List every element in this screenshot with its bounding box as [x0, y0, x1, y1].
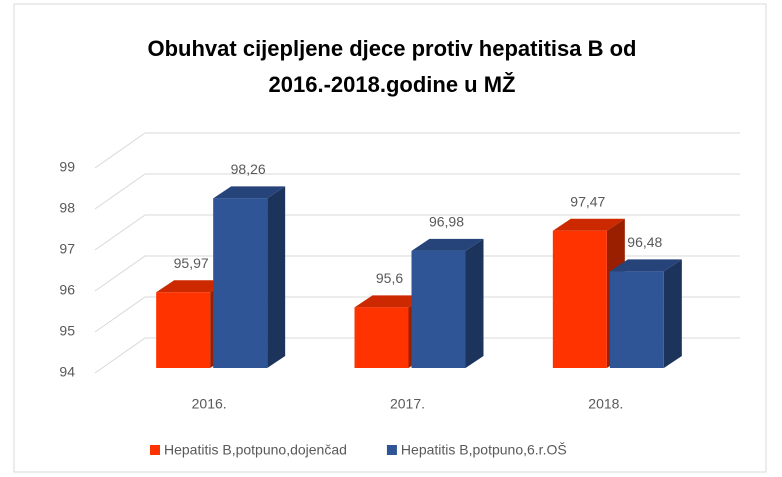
legend-swatch	[386, 445, 397, 455]
legend-label: Hepatitis B,potpuno,6.r.OŠ	[401, 442, 567, 458]
value-label: 96,48	[627, 234, 662, 250]
y-tick-label: 96	[59, 282, 75, 298]
bar-top	[213, 186, 286, 199]
grid-line	[94, 337, 740, 374]
bar	[213, 198, 268, 368]
bar-top	[411, 238, 484, 251]
grid-line	[94, 255, 740, 292]
value-label: 95,97	[174, 255, 209, 271]
bar-top	[354, 295, 427, 308]
bar-top	[156, 280, 229, 293]
bar	[354, 307, 409, 368]
value-label: 95,6	[376, 270, 403, 286]
bar	[552, 230, 607, 368]
grid-line	[94, 173, 740, 210]
value-label: 98,26	[231, 161, 266, 177]
chart-title: Obuhvat cijepljene djece protiv hepatiti…	[148, 36, 637, 61]
legend-label: Hepatitis B,potpuno,dojenčad	[164, 442, 347, 458]
grid-line	[94, 296, 740, 333]
x-tick-label: 2017.	[390, 396, 425, 412]
bar-top	[609, 259, 682, 272]
bar	[411, 250, 466, 368]
y-tick-label: 98	[59, 200, 75, 216]
y-tick-label: 99	[59, 159, 75, 175]
bar-side	[465, 238, 484, 368]
y-tick-label: 97	[59, 241, 75, 257]
grid-line	[94, 132, 740, 169]
bar	[609, 271, 664, 368]
x-tick-label: 2016.	[192, 396, 227, 412]
bar-top	[552, 218, 625, 231]
chart-border	[13, 3, 767, 473]
value-label: 97,47	[570, 193, 605, 209]
value-label: 96,98	[429, 214, 464, 230]
bar-side	[663, 259, 682, 368]
y-tick-label: 94	[59, 364, 75, 380]
chart-title: 2016.-2018.godine u MŽ	[269, 72, 516, 97]
bar-side	[267, 186, 286, 368]
bar	[156, 292, 211, 368]
y-tick-label: 95	[59, 323, 75, 339]
grid-line	[94, 214, 740, 251]
legend-swatch	[150, 445, 160, 455]
x-tick-label: 2018.	[588, 396, 623, 412]
